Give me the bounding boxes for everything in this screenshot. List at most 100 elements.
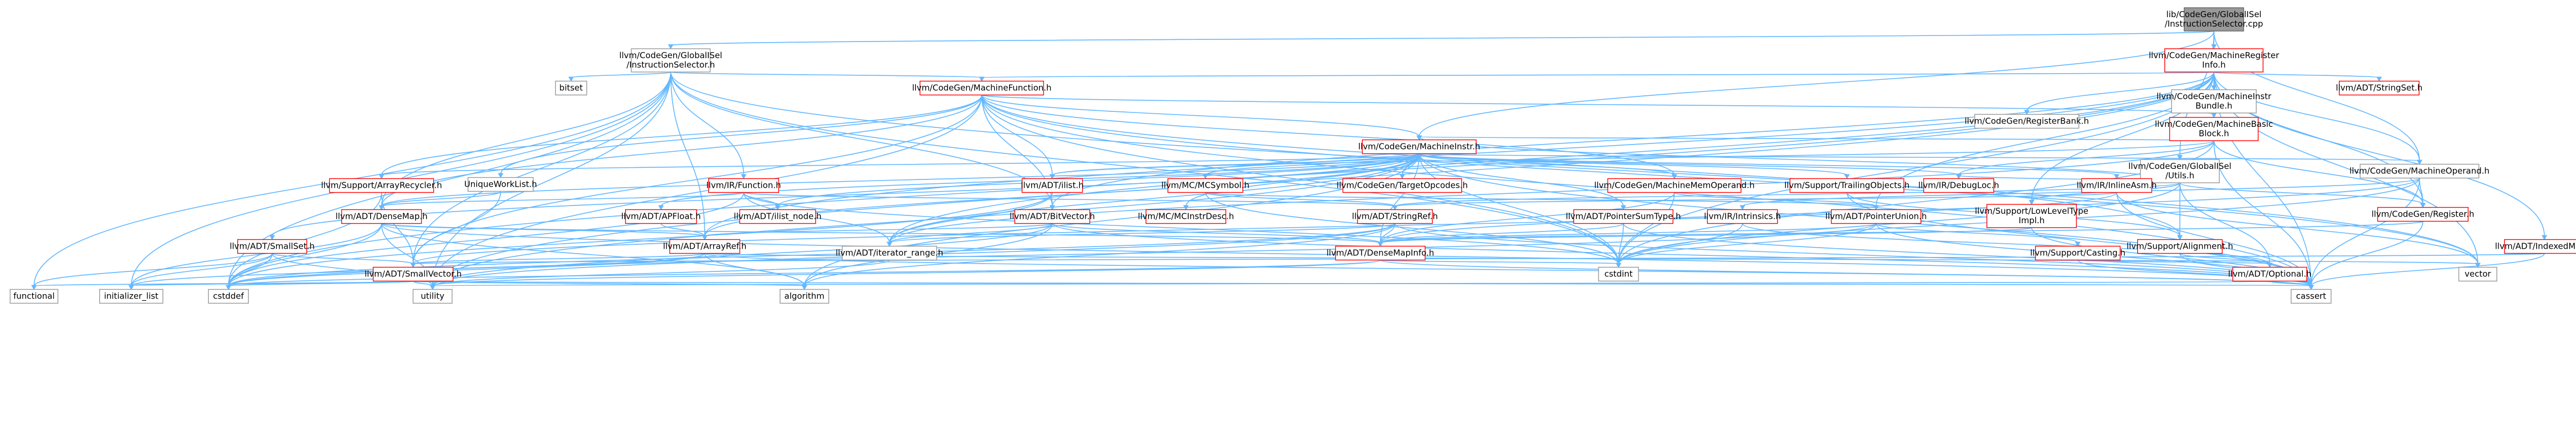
node-utility[interactable]: utility: [412, 289, 453, 304]
node-indexedmap[interactable]: llvm/ADT/IndexedMap.h: [2495, 239, 2576, 254]
node-mcinstrdesc[interactable]: llvm/MC/MCInstrDesc.h: [1138, 209, 1234, 224]
edge-mcsymbol-to-stringref: [1205, 192, 1396, 207]
node-densemap[interactable]: llvm/ADT/DenseMap.h: [335, 209, 428, 224]
edge-arrowhead: [2376, 76, 2382, 82]
node-densemapinfo[interactable]: llvm/ADT/DenseMapInfo.h: [1327, 245, 1434, 261]
edge-smallvector-to-functional: [33, 280, 414, 287]
node-algorithm[interactable]: algorithm: [780, 289, 829, 304]
node-box: [1342, 178, 1462, 193]
node-mo[interactable]: llvm/CodeGen/MachineOperand.h: [2349, 163, 2490, 179]
node-vector[interactable]: vector: [2458, 266, 2497, 282]
node-box: [708, 178, 780, 193]
edge-register-to-cassert: [2311, 221, 2424, 286]
node-alignment[interactable]: llvm/Support/Alignment.h: [2127, 239, 2233, 254]
edge-arrowhead: [2211, 113, 2217, 118]
node-pointerunion[interactable]: llvm/ADT/PointerUnion.h: [1825, 209, 1927, 224]
node-label: algorithm: [785, 291, 824, 301]
node-gi_is[interactable]: llvm/CodeGen/GlobalISel/InstructionSelec…: [619, 48, 723, 73]
edge-mi-to-mo: [1418, 153, 2420, 162]
node-ilist[interactable]: llvm/ADT/ilist.h: [1021, 178, 1084, 193]
edge-arrowhead: [2114, 174, 2120, 179]
edge-gi_is-to-mf: [670, 71, 982, 79]
edge-arrowhead: [2308, 285, 2314, 290]
edge-gi_is-to-irfunction: [670, 71, 744, 176]
edge-mi-to-arrayrecycler: [381, 153, 1420, 176]
node-box: [2359, 163, 2480, 179]
edge-arrowhead: [668, 44, 674, 49]
node-box: [739, 209, 816, 224]
node-cstddef[interactable]: cstddef: [208, 289, 249, 304]
node-box: [412, 289, 453, 304]
node-pointersumtype[interactable]: llvm/ADT/PointerSumType.h: [1566, 209, 1681, 224]
node-label: llvm/CodeGen/MachineInstr.h: [1358, 142, 1480, 152]
node-gi_utils[interactable]: llvm/CodeGen/GlobalISel/Utils.h: [2128, 159, 2231, 183]
node-optional[interactable]: llvm/ADT/Optional.h: [2228, 266, 2312, 282]
node-casting[interactable]: llvm/Support/Casting.h: [2030, 245, 2126, 261]
edge-arrowhead: [701, 235, 708, 240]
node-label: llvm/ADT/ilist.h: [1021, 181, 1083, 191]
node-stringset[interactable]: llvm/ADT/StringSet.h: [2336, 80, 2423, 96]
node-mcsymbol[interactable]: llvm/MC/MCSymbol.h: [1161, 178, 1249, 193]
edge-irfunction-to-cstdint: [743, 192, 1619, 264]
node-mmo[interactable]: llvm/CodeGen/MachineMemOperand.h: [1594, 178, 1755, 193]
node-smallvector[interactable]: llvm/ADT/SmallVector.h: [365, 266, 462, 282]
node-bitset[interactable]: bitset: [555, 80, 587, 96]
node-cassert[interactable]: cassert: [2291, 289, 2332, 304]
node-box: [1974, 114, 2080, 129]
node-label: Block.h: [2199, 128, 2229, 138]
node-stringref[interactable]: llvm/ADT/StringRef.h: [1352, 209, 1438, 224]
node-debugloc[interactable]: llvm/IR/DebugLoc.h: [1918, 178, 1999, 193]
edge-pointerunion-to-densemapinfo: [1380, 223, 1877, 244]
edge-arrowhead: [1377, 241, 1384, 247]
node-ilistnode[interactable]: llvm/ADT/ilist_node.h: [734, 209, 822, 224]
node-targetopcodes[interactable]: llvm/CodeGen/TargetOpcodes.h: [1336, 178, 1468, 193]
edge-mi-to-debugloc: [1418, 153, 1959, 176]
node-functional[interactable]: functional: [9, 289, 59, 304]
edge-arrowhead: [887, 241, 893, 247]
edge-arrowhead: [775, 205, 781, 210]
node-label: llvm/MC/MCInstrDesc.h: [1138, 212, 1234, 222]
node-register[interactable]: llvm/CodeGen/Register.h: [2372, 207, 2474, 222]
node-irfunction[interactable]: llvm/IR/Function.h: [706, 178, 781, 193]
edge-indexedmap-to-cassert: [2311, 253, 2545, 286]
node-box: [99, 289, 163, 304]
node-regbank[interactable]: llvm/CodeGen/RegisterBank.h: [1965, 114, 2089, 129]
node-apfloat[interactable]: llvm/ADT/APFloat.h: [621, 209, 701, 224]
node-iterrange[interactable]: llvm/ADT/iterator_range.h: [836, 245, 943, 261]
node-label: llvm/CodeGen/GlobalISel: [619, 50, 723, 60]
edge-mri-to-utility: [432, 71, 2215, 286]
node-mf[interactable]: llvm/CodeGen/MachineFunction.h: [912, 80, 1052, 96]
node-box: [1789, 178, 1904, 193]
edge-iterrange-to-utility: [432, 259, 890, 287]
node-initlist[interactable]: initializer_list: [99, 289, 163, 304]
node-arrayref[interactable]: llvm/ADT/ArrayRef.h: [663, 239, 747, 254]
node-intrinsics[interactable]: llvm/IR/Intrinsics.h: [1704, 209, 1781, 224]
edge-mcsymbol-to-cstdint: [1205, 192, 1619, 264]
node-cstdint[interactable]: cstdint: [1598, 266, 1639, 282]
node-label: llvm/ADT/BitVector.h: [1010, 212, 1095, 222]
edge-mmo-to-cstdint: [1618, 192, 1675, 264]
edge-arrowhead: [1955, 174, 1962, 179]
node-label: llvm/CodeGen/Register.h: [2372, 209, 2474, 219]
node-box: [631, 48, 711, 73]
edge-arrowhead: [498, 173, 504, 178]
node-arrayrecycler[interactable]: llvm/Support/ArrayRecycler.h: [321, 178, 442, 193]
edge-arrowhead: [2075, 241, 2081, 247]
node-smallset[interactable]: llvm/ADT/SmallSet.h: [229, 239, 315, 254]
node-uniqueworklist[interactable]: UniqueWorkList.h: [464, 177, 537, 192]
node-trailing[interactable]: llvm/Support/TrailingObjects.h: [1784, 178, 1909, 193]
edge-bitvector-to-iterrange: [889, 223, 1053, 244]
node-box: [2171, 89, 2257, 114]
node-inlineasm[interactable]: llvm/IR/InlineAsm.h: [2077, 178, 2157, 193]
edge-bitvector-to-arrayref: [704, 223, 1053, 237]
edge-densemap-to-arrayref: [381, 223, 705, 237]
node-mi[interactable]: llvm/CodeGen/MachineInstr.h: [1358, 139, 1480, 155]
node-root[interactable]: lib/CodeGen/GlobalISel/InstructionSelect…: [2165, 7, 2263, 32]
edge-stringref-to-iterrange: [889, 223, 1396, 244]
node-bitvector[interactable]: llvm/ADT/BitVector.h: [1010, 209, 1095, 224]
node-box: [237, 239, 308, 254]
